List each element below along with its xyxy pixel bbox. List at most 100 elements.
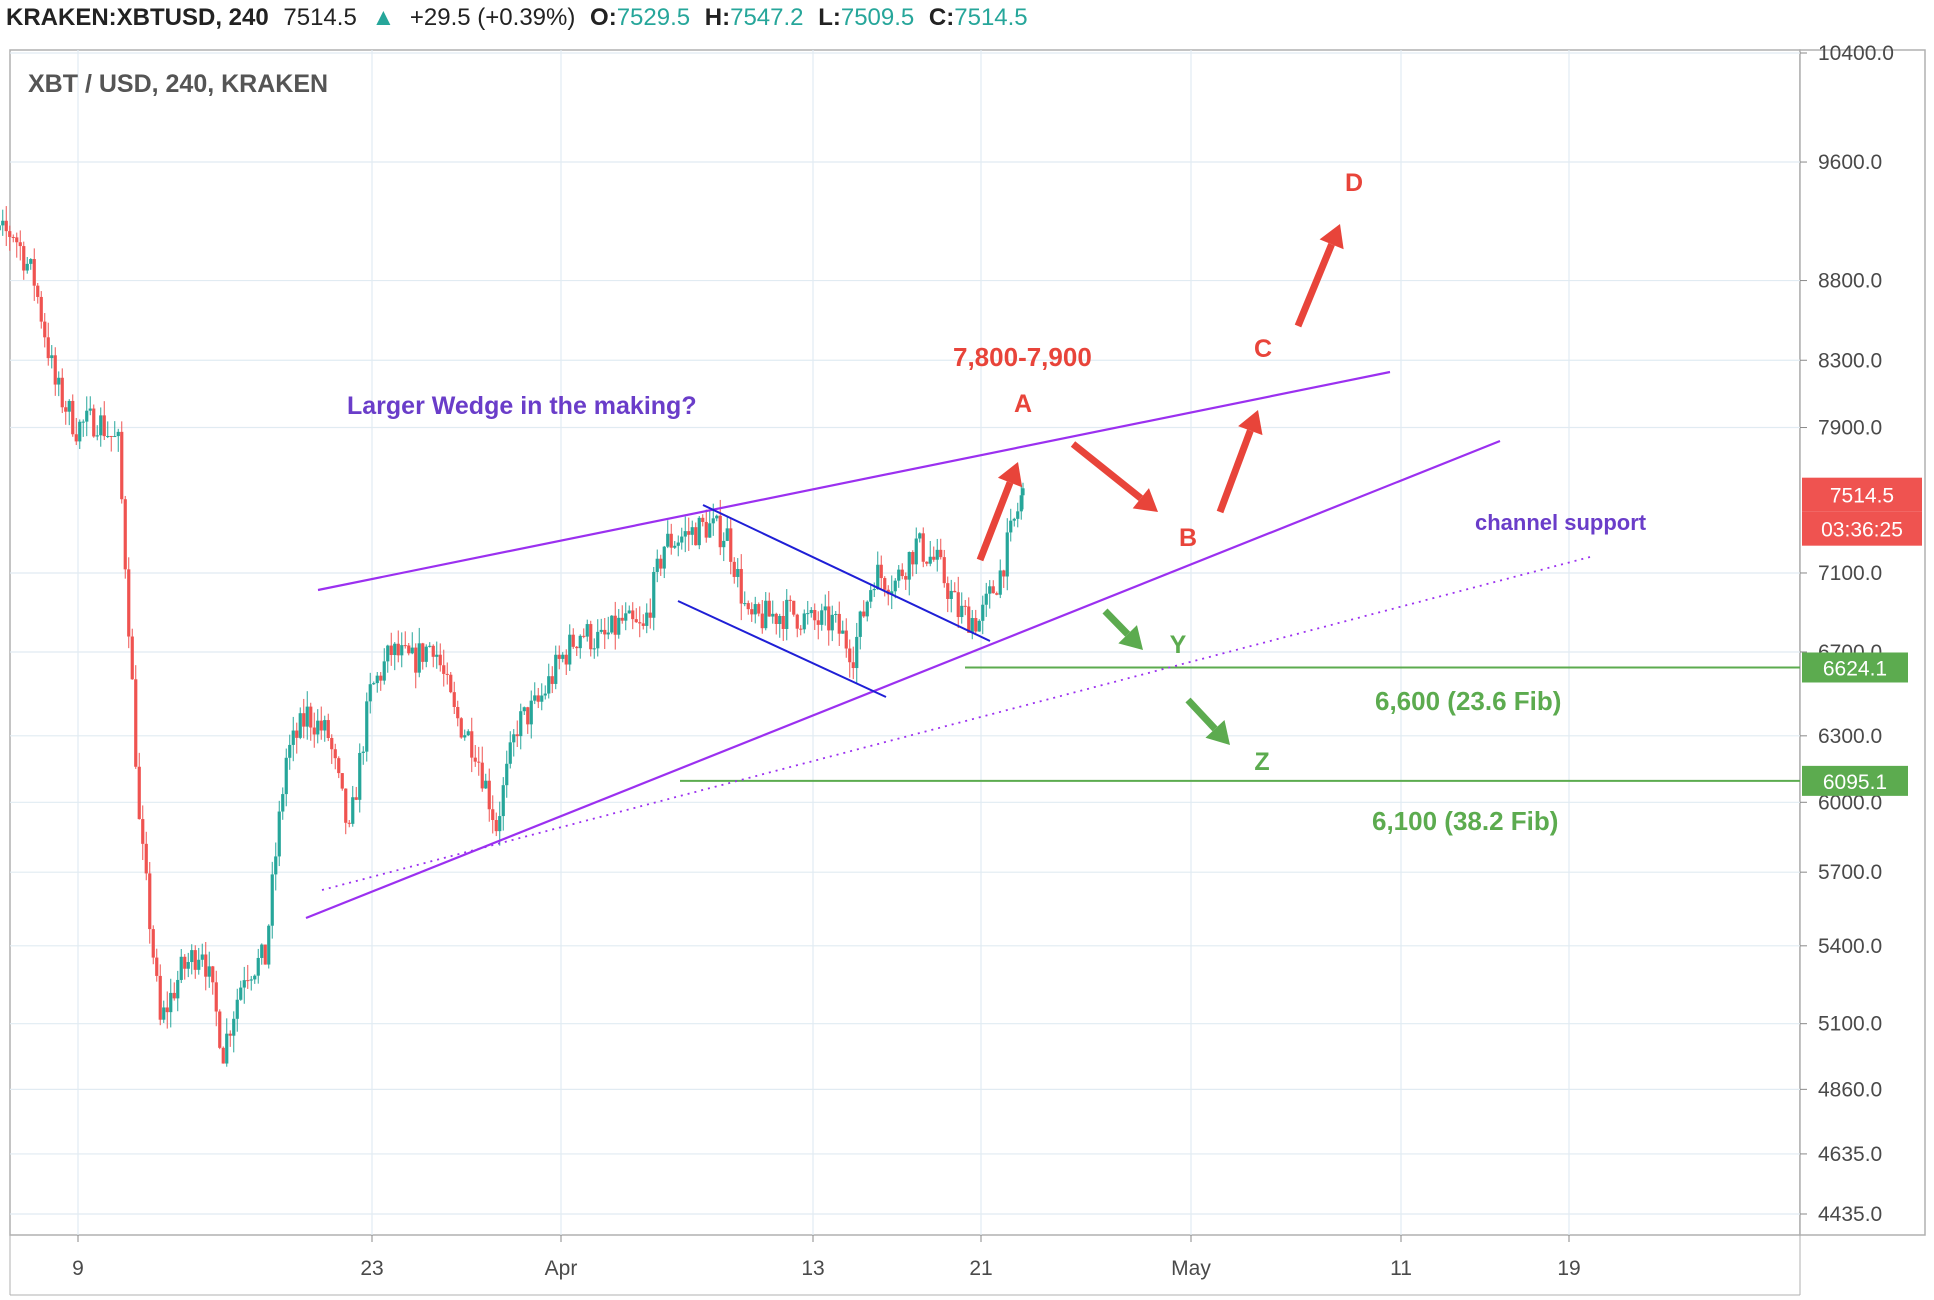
candle-body [708, 523, 712, 538]
candle-body [739, 568, 743, 604]
candle-body [298, 713, 302, 738]
candle-body [876, 564, 880, 590]
candle-body [200, 954, 204, 960]
candle-body [582, 635, 586, 637]
candle-body [918, 533, 922, 539]
candle-body [725, 528, 729, 541]
candle-body [589, 624, 593, 650]
candle-body [624, 613, 628, 621]
candle-body [834, 613, 838, 615]
candle-body [634, 619, 638, 623]
candle-body [50, 355, 54, 359]
x-tick-label: 13 [801, 1257, 824, 1280]
candle-body [340, 773, 344, 789]
last-price-tag-text: 7514.5 [1830, 485, 1894, 508]
candle-body [1005, 532, 1009, 577]
wave-label-C: C [1254, 335, 1272, 363]
candle-body [799, 628, 803, 630]
candle-body [1009, 520, 1013, 533]
candle-body [998, 570, 1002, 595]
candle-body [1016, 511, 1020, 519]
candle-body [715, 515, 719, 519]
candle-body [550, 676, 554, 684]
candle-body [277, 811, 281, 857]
candle-body [130, 636, 134, 680]
candle-body [606, 632, 610, 635]
candle-body [722, 540, 726, 548]
candle-body [169, 992, 173, 1013]
candle-body [729, 528, 733, 562]
candle-body [88, 408, 92, 411]
candle-body [697, 517, 701, 546]
candle-body [704, 521, 708, 538]
candle-body [652, 571, 656, 618]
candle-body [813, 609, 817, 621]
open-label: O: [590, 4, 617, 31]
candle-body [225, 1033, 229, 1064]
plot-area [9, 49, 1801, 1236]
candle-body [970, 618, 974, 633]
candle-body [46, 337, 50, 359]
candle-body [333, 749, 337, 759]
high-value: 7547.2 [730, 4, 804, 31]
candle-body [312, 727, 316, 735]
y-tick-label: 6300.0 [1818, 725, 1882, 748]
candle-body [407, 645, 411, 654]
candle-body [883, 578, 887, 590]
candle-body [498, 816, 502, 832]
wave-label-Y: Y [1170, 631, 1187, 659]
candle-body [578, 635, 582, 649]
candle-body [11, 236, 15, 238]
candle-body [172, 992, 176, 999]
candle-body [120, 431, 124, 500]
candle-body [659, 558, 663, 569]
candle-body [988, 586, 992, 594]
candle-body [610, 615, 614, 633]
arrow-down-Y [1102, 608, 1143, 650]
candle-body [323, 720, 327, 731]
fib-price-tag-text: 6095.1 [1823, 771, 1887, 794]
candle-body [911, 552, 915, 565]
candle-body [99, 415, 103, 436]
candle-body [848, 648, 852, 663]
candle-body [547, 676, 551, 694]
candle-body [620, 617, 624, 621]
candle-body [193, 950, 197, 970]
candle-body [365, 701, 369, 752]
candle-body [71, 400, 75, 435]
candle-body [519, 711, 523, 737]
last-price-header: 7514.5 [283, 4, 357, 31]
candle-body [781, 615, 785, 629]
candle-body [18, 242, 22, 247]
candle-body [851, 662, 855, 669]
candle-body [568, 634, 572, 665]
candle-body [368, 684, 372, 702]
candle-body [732, 561, 736, 577]
fib-price-tag-text: 6624.1 [1823, 657, 1887, 680]
arrow-up-D [1294, 224, 1344, 328]
candle-body [981, 604, 985, 621]
x-tick-label: 21 [969, 1257, 992, 1280]
candle-body [690, 527, 694, 535]
candle-body [235, 999, 239, 1019]
candle-body [109, 435, 113, 437]
arrow-up-A [976, 462, 1023, 562]
candle-body [459, 718, 463, 738]
candle-body [631, 610, 635, 620]
candle-body [512, 734, 516, 743]
candle-body [197, 959, 201, 970]
candle-body [43, 321, 47, 338]
candle-body [414, 647, 418, 673]
candle-body [536, 695, 540, 702]
candle-body [694, 527, 698, 546]
candle-body [946, 583, 950, 599]
close-value: 7514.5 [954, 4, 1028, 31]
candle-body [32, 259, 36, 286]
candle-body [302, 713, 306, 727]
candle-body [963, 605, 967, 607]
candle-body [907, 552, 911, 580]
candle-body [774, 613, 778, 625]
candle-body [571, 634, 575, 647]
candle-body [134, 679, 138, 767]
